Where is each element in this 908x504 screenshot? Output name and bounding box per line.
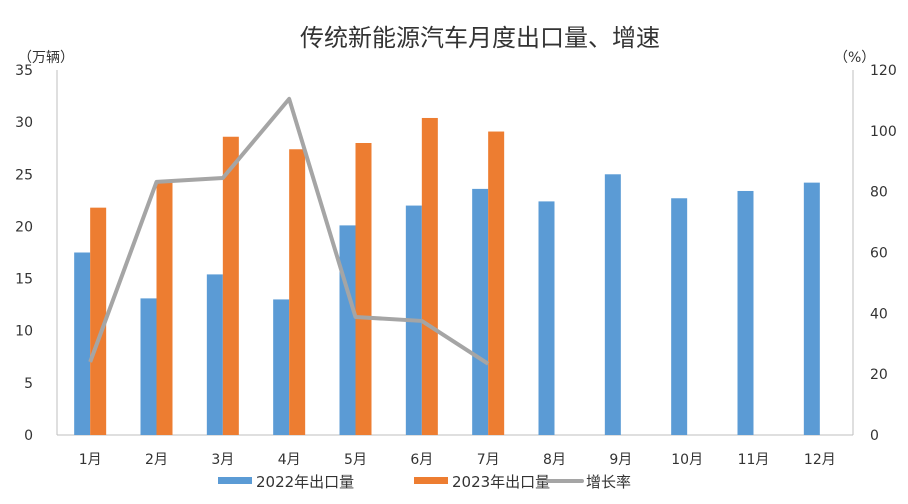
left-tick-label: 20 xyxy=(15,219,33,235)
x-tick-label: 9月 xyxy=(609,452,632,468)
bar-2022年出口量-1月 xyxy=(74,252,91,435)
bar-2022年出口量-3月 xyxy=(206,274,223,435)
right-tick-label: 40 xyxy=(870,306,888,322)
legend-label: 2022年出口量 xyxy=(256,473,354,491)
x-tick-label: 10月 xyxy=(671,452,703,468)
right-axis-unit: （%） xyxy=(834,50,875,66)
x-tick-label: 3月 xyxy=(211,452,234,468)
bar-2022年出口量-11月 xyxy=(737,190,754,435)
x-tick-label: 4月 xyxy=(278,452,301,468)
left-axis-unit: （万辆） xyxy=(18,50,74,66)
left-tick-label: 25 xyxy=(15,167,33,183)
legend-label: 增长率 xyxy=(586,473,631,491)
x-tick-label: 1月 xyxy=(79,452,102,468)
bar-2022年出口量-10月 xyxy=(671,198,688,435)
legend-swatch xyxy=(218,477,252,484)
bar-2022年出口量-12月 xyxy=(803,182,820,435)
x-tick-label: 7月 xyxy=(477,452,500,468)
x-tick-label: 6月 xyxy=(410,452,433,468)
right-tick-label: 80 xyxy=(870,185,888,201)
bar-2023年出口量-3月 xyxy=(222,136,239,435)
bar-2022年出口量-2月 xyxy=(140,298,157,435)
line-增长率 xyxy=(88,96,490,366)
bar-2023年出口量-6月 xyxy=(421,117,438,435)
left-tick-label: 15 xyxy=(15,272,33,288)
legend-label: 2023年出口量 xyxy=(452,473,550,491)
bar-2023年出口量-5月 xyxy=(355,143,372,435)
left-tick-label: 5 xyxy=(24,376,33,392)
legend-swatch xyxy=(414,477,448,484)
right-tick-label: 100 xyxy=(870,124,897,140)
bar-2022年出口量-4月 xyxy=(273,299,290,435)
bar-2023年出口量-4月 xyxy=(289,149,306,435)
x-tick-label: 12月 xyxy=(804,452,836,468)
left-tick-label: 0 xyxy=(24,428,33,444)
left-tick-label: 35 xyxy=(15,63,33,79)
bar-2022年出口量-9月 xyxy=(604,174,621,436)
x-tick-label: 8月 xyxy=(543,452,566,468)
right-tick-label: 120 xyxy=(870,63,897,79)
right-tick-label: 60 xyxy=(870,246,888,262)
x-tick-label: 2月 xyxy=(145,452,168,468)
right-tick-label: 0 xyxy=(870,428,879,444)
left-tick-label: 30 xyxy=(15,115,33,131)
bar-2022年出口量-7月 xyxy=(472,188,489,435)
bar-2023年出口量-1月 xyxy=(90,207,107,435)
x-tick-label: 5月 xyxy=(344,452,367,468)
bar-2022年出口量-8月 xyxy=(538,201,555,435)
bar-2023年出口量-7月 xyxy=(488,131,505,435)
chart-title: 传统新能源汽车月度出口量、增速 xyxy=(300,24,660,52)
left-tick-label: 10 xyxy=(15,324,33,340)
bar-2023年出口量-2月 xyxy=(156,181,173,435)
x-tick-label: 11月 xyxy=(738,452,770,468)
legend: 2022年出口量 2023年出口量 增长率 xyxy=(218,473,631,491)
bar-2022年出口量-5月 xyxy=(339,225,356,435)
right-tick-label: 20 xyxy=(870,367,888,383)
